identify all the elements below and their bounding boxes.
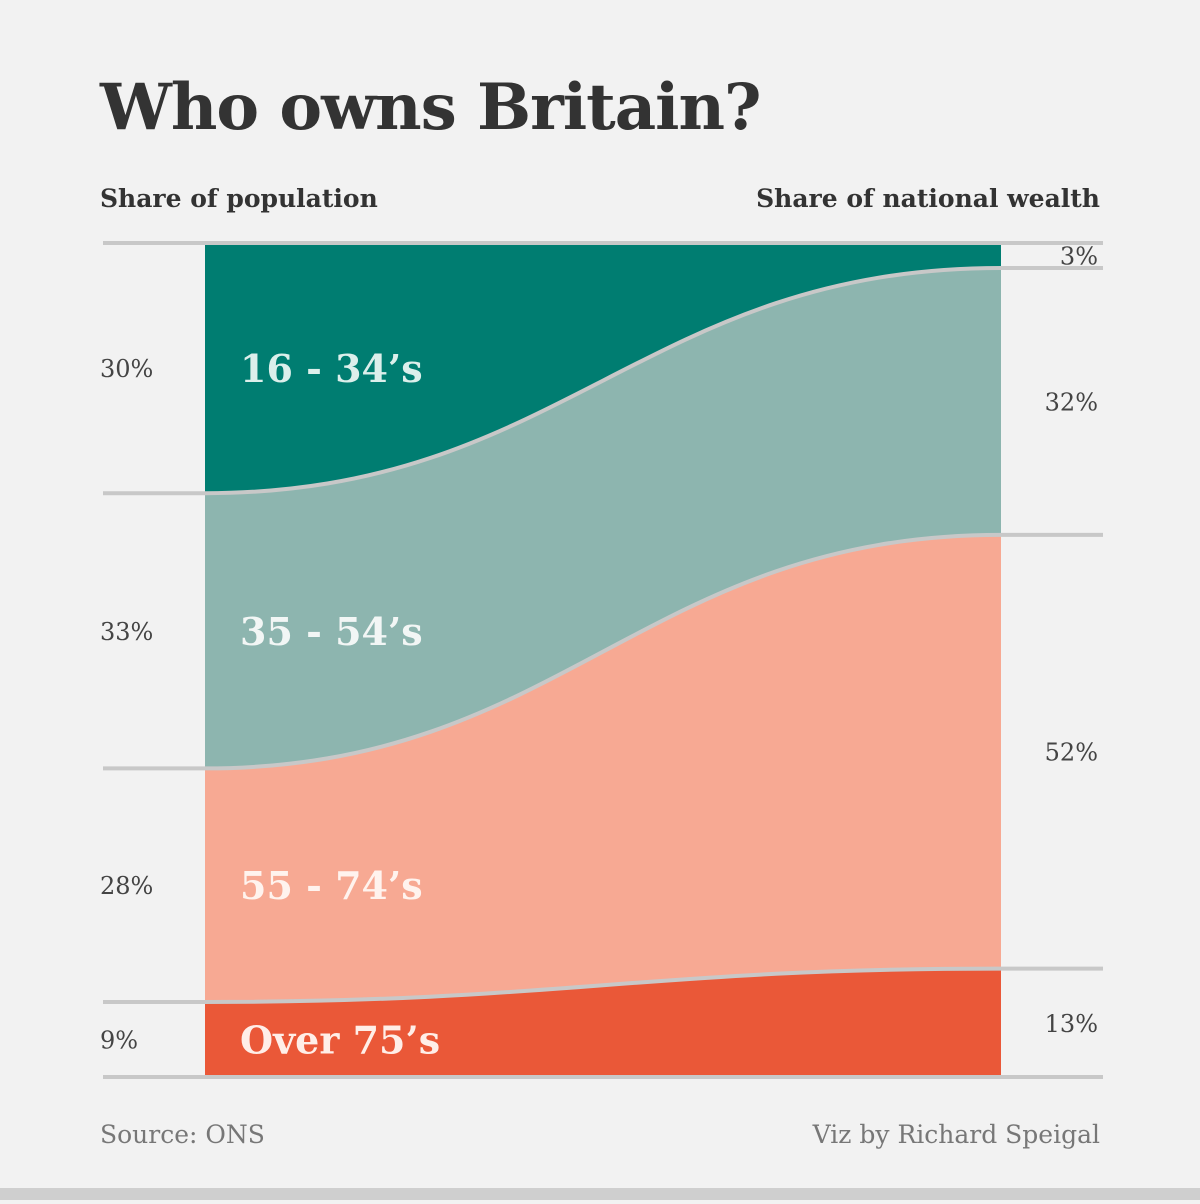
credit-note: Viz by Richard Speigal [812, 1120, 1100, 1149]
right-value-label-3: 13% [1045, 1010, 1098, 1038]
right-value-label-0: 3% [1060, 243, 1098, 271]
right-value-label-2: 52% [1045, 739, 1098, 767]
band-1 [205, 268, 1001, 769]
source-note: Source: ONS [100, 1120, 265, 1149]
left-value-label-0: 30% [100, 355, 153, 383]
right-value-label-1: 32% [1045, 388, 1098, 416]
band-3 [205, 968, 1001, 1077]
separator-line-3 [103, 966, 1103, 1004]
series-label-0: 16 - 34’s [240, 346, 423, 391]
right-axis-heading: Share of national wealth [756, 184, 1100, 213]
band-0 [205, 243, 1001, 494]
separator-line-1 [103, 266, 1103, 496]
chart-title: Who owns Britain? [100, 70, 761, 145]
series-label-2: 55 - 74’s [240, 863, 423, 908]
left-value-label-1: 33% [100, 618, 153, 646]
series-label-3: Over 75’s [240, 1017, 440, 1062]
left-value-label-2: 28% [100, 872, 153, 900]
left-axis-heading: Share of population [100, 184, 378, 213]
left-value-label-3: 9% [100, 1026, 138, 1054]
series-label-1: 35 - 54’s [240, 609, 423, 654]
bottom-bar [0, 1188, 1200, 1200]
separator-line-2 [103, 532, 1103, 771]
band-2 [205, 534, 1001, 1002]
